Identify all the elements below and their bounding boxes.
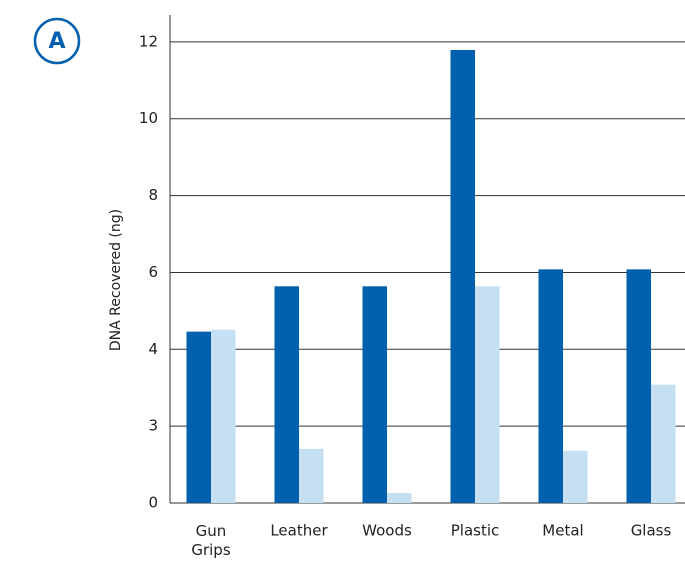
y-tick-label: 0 [148,494,158,512]
y-tick-label: 12 [139,32,158,50]
y-tick-label: 3 [148,417,158,435]
x-tick-label: Woods [362,522,412,540]
y-axis-label: DNA Recovered (ng) [108,209,124,351]
x-tick-label: Glass [631,522,672,540]
bar [186,331,211,503]
bar [563,450,588,503]
bar [475,286,500,503]
bar [299,448,324,503]
bar [626,269,651,503]
y-tick-label: 10 [139,109,158,127]
x-tick-label: Gun Grips [191,522,230,559]
y-tick-label: 6 [148,263,158,281]
bar [387,493,412,503]
bar [538,269,563,503]
annotation-circle [33,17,81,65]
annotation: A [48,29,65,54]
x-tick-label: Metal [542,522,583,540]
x-tick-label: Plastic [451,522,500,540]
bar [450,49,475,504]
bar [274,286,299,503]
y-tick-label: 8 [148,186,158,204]
x-tick-label: Leather [270,522,328,540]
bar [651,384,676,503]
y-tick-label: 4 [148,340,158,358]
bar [211,329,236,503]
bar [362,286,387,503]
